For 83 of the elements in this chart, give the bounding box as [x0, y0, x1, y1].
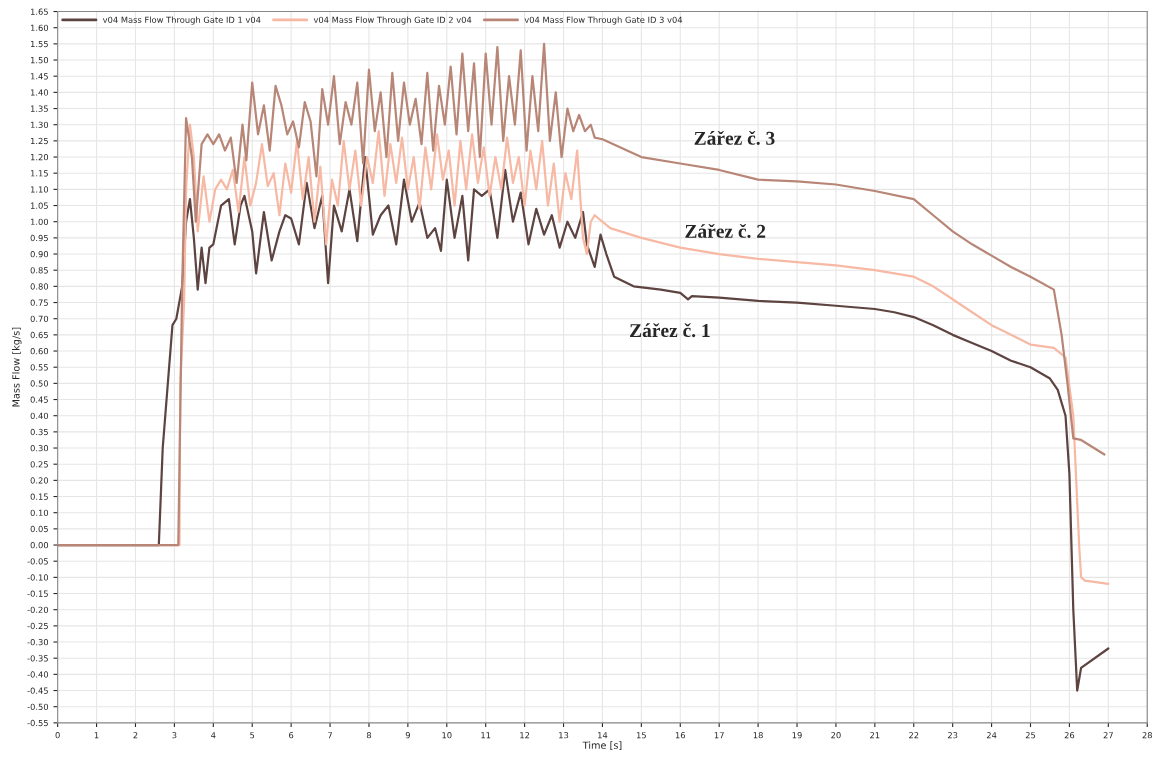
y-tick-label: -0.30: [27, 639, 49, 646]
y-tick-label: 1.40: [30, 89, 49, 96]
y-tick-label: 0.90: [30, 251, 49, 258]
y-tick-label: 1.15: [30, 170, 48, 177]
x-axis-title: Time [s]: [582, 741, 622, 751]
x-tick-label: 17: [714, 732, 724, 739]
y-tick-label: 0.15: [30, 493, 48, 500]
y-tick-label: 1.00: [30, 218, 49, 225]
y-tick-label: -0.55: [27, 719, 48, 727]
y-tick-label: -0.05: [27, 558, 48, 565]
y-tick-label: 0.85: [30, 267, 48, 274]
y-tick-label: 0.00: [30, 542, 49, 549]
y-tick-label: 1.45: [30, 73, 48, 80]
x-tick-label: 14: [598, 732, 608, 739]
x-tick-label: 7: [328, 732, 332, 739]
y-tick-label: 1.05: [30, 202, 48, 209]
annotation: Zářez č. 1: [630, 323, 710, 338]
y-tick-label: 0.05: [30, 525, 48, 533]
x-tick-label: 6: [289, 732, 294, 739]
y-tick-label: 0.10: [30, 509, 49, 516]
x-tick-label: 2: [133, 732, 138, 739]
y-tick-label: 0.65: [30, 331, 48, 339]
y-tick-label: -0.45: [27, 687, 48, 694]
x-tick-label: 16: [675, 732, 686, 739]
x-tick-label: 1: [94, 732, 99, 739]
y-tick-label: -0.35: [27, 655, 48, 662]
x-tick-label: 13: [559, 732, 569, 739]
x-tick-label: 24: [986, 732, 997, 739]
y-tick-label: 0.45: [30, 396, 48, 403]
y-tick-label: 0.20: [30, 477, 49, 484]
y-tick-label: 1.20: [30, 154, 49, 161]
y-tick-label: 1.10: [30, 186, 49, 193]
y-tick-label: -0.20: [27, 606, 49, 613]
x-tick-label: 0: [55, 732, 60, 739]
y-tick-label: -0.25: [27, 622, 48, 630]
x-tick-label: 27: [1103, 732, 1113, 739]
y-tick-label: 0.70: [30, 315, 49, 322]
y-tick-label: 0.60: [30, 348, 49, 355]
y-tick-label: 1.25: [30, 137, 48, 145]
y-tick-label: -0.15: [27, 590, 48, 597]
y-tick-label: 1.55: [30, 40, 48, 48]
x-tick-label: 26: [1064, 732, 1075, 739]
line-series: [57, 42, 1106, 547]
x-tick-label: 12: [520, 732, 530, 739]
y-tick-label: 0.50: [30, 380, 49, 387]
x-tick-label: 3: [172, 732, 177, 739]
x-tick-label: 21: [870, 732, 880, 739]
y-tick-label: 0.80: [30, 283, 49, 290]
x-tick-label: 11: [481, 732, 491, 739]
annotation: Zářez č. 2: [685, 223, 766, 238]
x-tick-label: 8: [366, 732, 372, 739]
y-tick-label: 1.35: [30, 105, 48, 112]
y-tick-label: -0.10: [27, 574, 49, 581]
x-tick-label: 18: [753, 732, 763, 739]
x-tick-label: 9: [405, 732, 410, 739]
y-tick-label: 0.35: [30, 428, 48, 436]
y-axis-title: Mass Flow [kg/s]: [12, 327, 22, 407]
annotation: Zářez č. 3: [694, 130, 775, 145]
y-tick-label: 0.95: [30, 234, 48, 242]
x-tick-label: 28: [1142, 732, 1152, 739]
y-tick-label: -0.40: [27, 671, 49, 678]
y-tick-label: -0.50: [27, 703, 49, 710]
legend-label: v04 Mass Flow Through Gate ID 2 v04: [313, 16, 472, 25]
y-tick-label: 1.30: [30, 121, 49, 128]
x-tick-label: 10: [442, 732, 452, 739]
y-tick-label: 0.55: [30, 364, 48, 371]
y-tick-label: 0.25: [30, 461, 48, 468]
x-tick-label: 22: [909, 732, 919, 739]
x-tick-label: 20: [831, 732, 841, 739]
y-tick-label: 1.60: [30, 24, 49, 31]
legend-label: v04 Mass Flow Through Gate ID 1 v04: [102, 16, 261, 25]
y-tick-label: 1.50: [30, 57, 49, 64]
x-tick-label: 4: [211, 732, 216, 739]
x-tick-label: 25: [1025, 732, 1036, 739]
y-tick-label: 1.65: [30, 8, 48, 15]
y-tick-label: 0.75: [30, 299, 48, 306]
x-tick-label: 15: [636, 732, 646, 739]
legend-label: v04 Mass Flow Through Gate ID 3 v04: [524, 16, 683, 25]
y-tick-label: 0.40: [30, 412, 49, 419]
x-tick-label: 19: [792, 732, 802, 739]
x-tick-label: 23: [947, 732, 958, 739]
x-tick-label: 5: [250, 732, 255, 739]
y-tick-label: 0.30: [30, 445, 49, 452]
